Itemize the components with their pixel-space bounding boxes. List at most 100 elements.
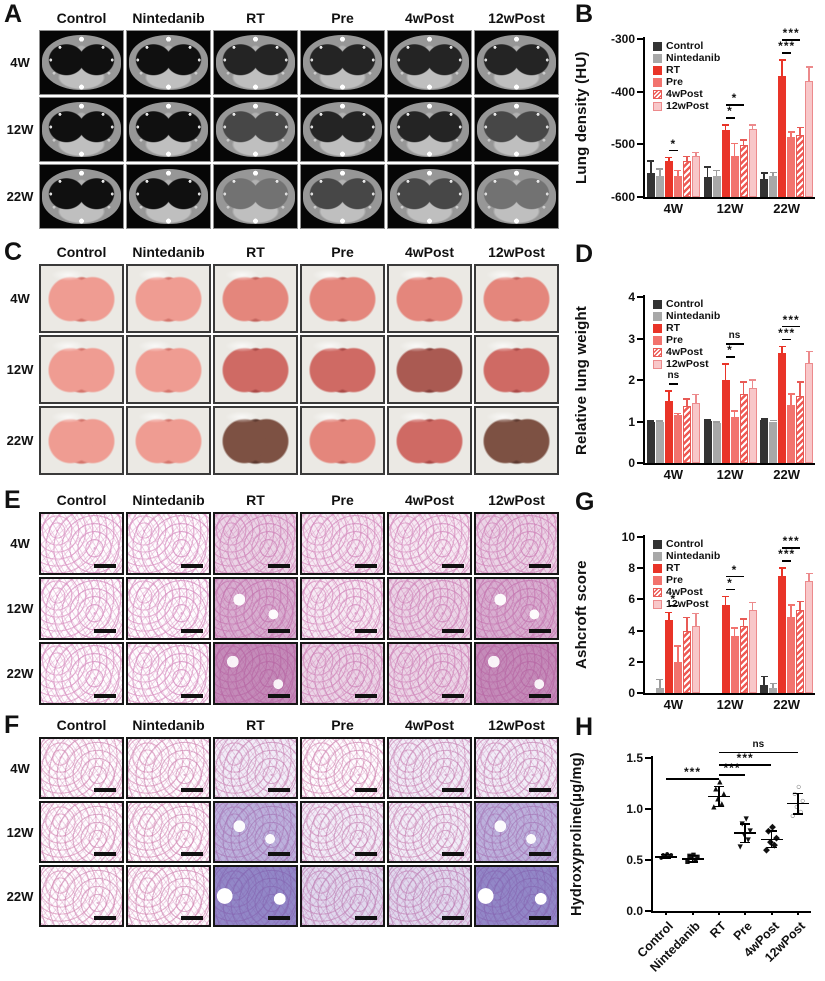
significance-line xyxy=(782,52,792,54)
data-point-pre: ▼ xyxy=(735,841,745,852)
gross-image-4wpost-12w xyxy=(387,335,472,404)
mt-image-4wpost-4w xyxy=(387,737,472,799)
bar-rt-12w xyxy=(721,380,730,463)
error-bar-cap xyxy=(796,381,804,383)
sd-whisker xyxy=(770,830,773,847)
row-label-4w: 4W xyxy=(10,760,30,776)
column-header-rt: RT xyxy=(246,717,265,733)
he-image-12wpost-22w xyxy=(474,642,559,705)
x-axis xyxy=(643,693,815,695)
bar-rt-12w xyxy=(721,129,730,197)
data-point-12wpost: ○ xyxy=(796,781,802,792)
data-point-rt: ▲ xyxy=(711,783,721,794)
y-axis xyxy=(643,37,645,199)
significance-label: * xyxy=(670,591,677,606)
error-bar xyxy=(659,678,661,688)
x-category-label-12w: 12W xyxy=(716,201,744,216)
data-point-4wpost: ◆ xyxy=(771,839,778,850)
bar-control-4w xyxy=(646,173,655,197)
gross-image-rt-4w xyxy=(213,264,298,333)
panel-a-ct-images: A Control Nintedanib RT Pre 4wPost 12wPost 4W 1… xyxy=(2,0,562,235)
ct-image-12wpost-22w xyxy=(474,164,559,229)
column-header-12wpost: 12wPost xyxy=(488,10,545,26)
ct-image-rt-12w xyxy=(213,97,298,162)
error-bar-cap xyxy=(740,139,747,141)
error-bar xyxy=(686,155,688,162)
legend-label: 12wPost xyxy=(666,99,709,112)
y-tick-label: 4 xyxy=(628,623,635,638)
bar-pre-4w xyxy=(673,661,682,693)
sd-cap xyxy=(740,841,751,844)
he-image-12wpost-12w xyxy=(474,577,559,640)
column-header-control: Control xyxy=(56,244,107,260)
he-image-nintedanib-4w xyxy=(126,512,211,575)
column-header-control: Control xyxy=(56,10,107,26)
ct-image-4wpost-22w xyxy=(387,164,472,229)
sd-cap xyxy=(740,823,751,825)
error-bar xyxy=(799,126,801,135)
error-bar-cap xyxy=(731,142,738,145)
error-bar xyxy=(751,379,754,389)
error-bar xyxy=(781,59,783,76)
sd-cap xyxy=(687,854,698,857)
significance-label: * xyxy=(727,575,733,590)
mt-image-rt-4w xyxy=(213,737,298,799)
error-bar xyxy=(772,682,774,688)
12wpost-swatch xyxy=(653,359,662,369)
sd-cap xyxy=(713,785,724,788)
ct-image-4wpost-4w xyxy=(387,30,472,95)
error-bar-cap xyxy=(692,612,700,615)
data-point-control: ● xyxy=(668,849,674,860)
gross-image-pre-12w xyxy=(300,335,385,404)
significance-label: * xyxy=(727,343,733,358)
bar-pre-12w xyxy=(730,636,739,693)
error-bar-cap xyxy=(704,419,711,421)
chart-legend: Control Nintedanib RT Pre 4wPost 12wPost xyxy=(653,298,720,370)
bar-12wpost-12w xyxy=(748,128,757,197)
lung-density-plot: Control Nintedanib RT Pre 4wPost 12wPost -300… xyxy=(611,26,815,216)
error-bar xyxy=(686,398,688,406)
x-category-label-22w: 22W xyxy=(773,467,801,482)
sd-cap xyxy=(766,846,777,849)
error-bar xyxy=(781,345,783,354)
legend-item-rt: RT xyxy=(653,64,720,76)
legend-item-12wpost: 12wPost xyxy=(653,358,720,370)
column-header-pre: Pre xyxy=(331,10,354,26)
error-bar xyxy=(790,131,792,138)
data-point-pre: ▼ xyxy=(743,834,753,845)
row-label-12w: 12W xyxy=(6,362,34,377)
bar-12wpost-12w xyxy=(748,610,757,693)
legend-label: 12wPost xyxy=(666,357,709,370)
column-header-pre: Pre xyxy=(331,492,354,508)
x-axis xyxy=(651,911,811,913)
y-tick-label: 2 xyxy=(628,373,635,387)
bar-pre-12w xyxy=(730,155,739,197)
mt-image-control-4w xyxy=(39,737,124,799)
bar-pre-4w xyxy=(673,415,682,463)
error-bar xyxy=(733,142,736,156)
bar-control-4w xyxy=(646,421,655,463)
error-bar xyxy=(668,611,670,621)
legend-item-pre: Pre xyxy=(653,76,720,88)
error-bar xyxy=(790,604,792,618)
sd-cap xyxy=(661,853,672,856)
bar-12wpost-4w xyxy=(691,155,700,197)
legend-item-pre: Pre xyxy=(653,334,720,346)
significance-label: *** xyxy=(782,534,800,549)
error-bar xyxy=(677,645,679,662)
he-image-pre-22w xyxy=(300,642,385,705)
row-label-22w: 22W xyxy=(6,888,34,904)
ct-image-nintedanib-4w xyxy=(126,30,211,95)
he-image-control-22w xyxy=(39,642,124,705)
sd-whisker xyxy=(744,823,746,842)
sd-whisker xyxy=(797,792,799,814)
he-image-12wpost-4w xyxy=(474,512,559,575)
4wpost-swatch xyxy=(653,89,662,99)
legend-label: Pre xyxy=(666,573,683,586)
column-header-control: Control xyxy=(56,492,107,508)
he-histology-image-grid: Control Nintedanib RT Pre 4wPost 12wPost 4W 12W… xyxy=(2,489,560,706)
bar-4wpost-12w xyxy=(739,625,748,693)
y-tick xyxy=(645,859,651,861)
error-bar-cap xyxy=(760,418,768,420)
legend-item-4wpost: 4wPost xyxy=(653,346,720,358)
